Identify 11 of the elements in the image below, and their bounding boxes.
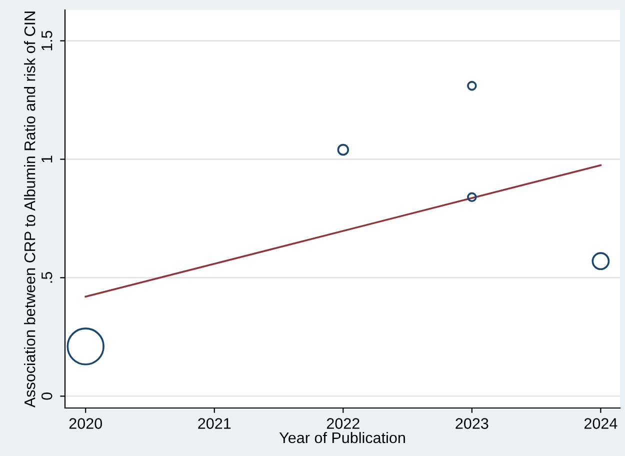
y-tick-label: .5	[42, 272, 52, 283]
y-tick-label: 1	[42, 156, 52, 162]
x-tick-label: 2022	[326, 418, 360, 429]
x-tick-label: 2020	[69, 418, 102, 429]
x-tick-label: 2024	[584, 418, 618, 429]
x-tick-label: 2023	[456, 418, 488, 429]
y-tick-label: 0	[41, 392, 52, 400]
x-axis-title: Year of Publication	[279, 432, 405, 444]
y-axis-title: Association between CRP to Albumin Ratio and risk of CIN	[24, 12, 36, 408]
x-tick-label: 2021	[198, 418, 231, 429]
y-tick-label: 1.5	[42, 30, 52, 50]
